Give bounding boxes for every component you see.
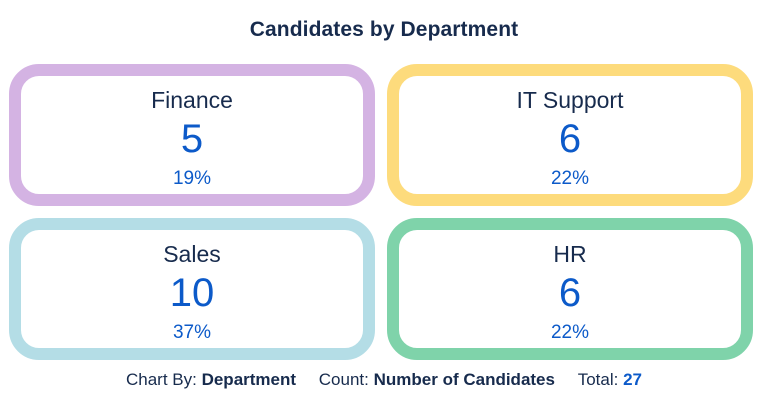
card-percent: 37% — [172, 322, 212, 343]
card-percent: 22% — [550, 168, 590, 189]
count-info: Count: Number of Candidates — [319, 370, 555, 390]
card-label: HR — [553, 241, 587, 267]
chart-by-label: Chart By: — [125, 370, 197, 389]
card-label: Finance — [151, 87, 233, 113]
card-hr: HR 6 22% — [387, 218, 753, 360]
chart-by-info: Chart By: Department — [126, 370, 296, 390]
card-it-support: IT Support 6 22% — [387, 64, 753, 206]
total-label: Total: — [577, 370, 619, 389]
card-value: 6 — [558, 271, 582, 315]
card-sales: Sales 10 37% — [9, 218, 375, 360]
card-value: 5 — [180, 117, 204, 161]
card-value: 6 — [558, 117, 582, 161]
chart-footer: Chart By: Department Count: Number of Ca… — [0, 370, 768, 390]
total-value: 27 — [623, 370, 642, 389]
chart-title: Candidates by Department — [249, 18, 519, 41]
card-percent: 22% — [550, 322, 590, 343]
count-value: Number of Candidates — [373, 370, 555, 389]
count-label: Count: — [318, 370, 369, 389]
card-label: IT Support — [516, 87, 624, 113]
chart-by-value: Department — [201, 370, 297, 389]
total-info: Total: 27 — [578, 370, 642, 390]
card-value: 10 — [169, 271, 215, 315]
card-label: Sales — [163, 241, 221, 267]
card-finance: Finance 5 19% — [9, 64, 375, 206]
card-percent: 19% — [172, 168, 212, 189]
